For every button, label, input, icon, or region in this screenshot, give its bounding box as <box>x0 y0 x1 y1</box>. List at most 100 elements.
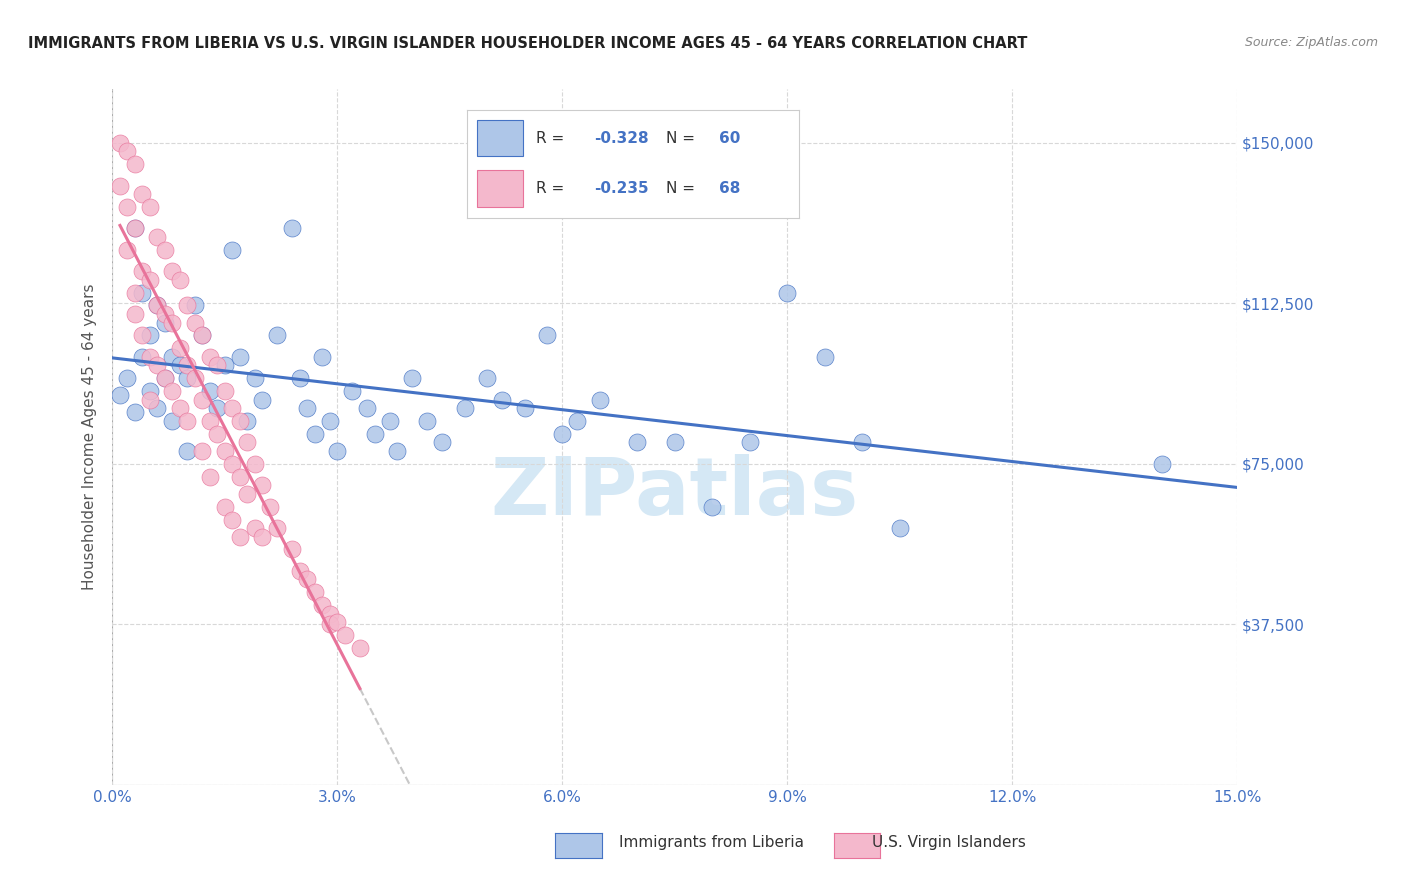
Point <box>198 469 221 483</box>
Point <box>207 426 229 441</box>
Point <box>589 392 612 407</box>
Point <box>198 414 221 428</box>
Point <box>304 585 326 599</box>
Point <box>146 359 169 373</box>
Point <box>814 350 837 364</box>
Point <box>229 414 252 428</box>
Point <box>311 598 333 612</box>
Point <box>153 371 176 385</box>
Point <box>214 384 236 398</box>
Point <box>252 530 274 544</box>
Point <box>117 145 139 159</box>
Point <box>229 530 252 544</box>
Point <box>198 384 221 398</box>
Y-axis label: Householder Income Ages 45 - 64 years: Householder Income Ages 45 - 64 years <box>82 284 97 591</box>
Point <box>139 273 162 287</box>
Point <box>889 521 911 535</box>
Point <box>851 435 873 450</box>
Point <box>297 573 319 587</box>
Point <box>349 640 371 655</box>
Point <box>266 328 288 343</box>
Point <box>236 435 259 450</box>
Point <box>551 426 574 441</box>
Point <box>221 512 243 526</box>
Point <box>326 444 349 458</box>
Point <box>243 457 266 471</box>
Point <box>191 444 214 458</box>
Point <box>626 435 648 450</box>
Point <box>153 243 176 257</box>
Point <box>297 401 319 416</box>
Point <box>198 350 221 364</box>
Point <box>131 264 153 278</box>
Point <box>162 316 184 330</box>
Point <box>221 457 243 471</box>
Point <box>281 221 304 235</box>
Point <box>108 388 131 402</box>
Point <box>416 414 439 428</box>
Point <box>243 521 266 535</box>
Point <box>491 392 513 407</box>
Point <box>333 628 356 642</box>
Point <box>288 564 311 578</box>
Point <box>153 307 176 321</box>
Point <box>131 350 153 364</box>
Point <box>176 371 198 385</box>
Point <box>304 426 326 441</box>
Point <box>432 435 454 450</box>
Point <box>131 187 153 202</box>
Point <box>176 359 198 373</box>
Point <box>162 350 184 364</box>
Point <box>176 414 198 428</box>
Point <box>108 136 131 150</box>
Point <box>229 469 252 483</box>
Text: ZIPatlas: ZIPatlas <box>491 454 859 532</box>
Point <box>221 401 243 416</box>
Point <box>124 307 146 321</box>
Point <box>259 500 281 514</box>
Point <box>702 500 724 514</box>
Point <box>221 243 243 257</box>
Point <box>139 350 162 364</box>
Point <box>664 435 686 450</box>
Point <box>169 401 191 416</box>
Point <box>454 401 477 416</box>
Text: U.S. Virgin Islanders: U.S. Virgin Islanders <box>872 836 1025 850</box>
Point <box>176 298 198 312</box>
Point <box>162 414 184 428</box>
Point <box>117 200 139 214</box>
Point <box>191 328 214 343</box>
Point <box>139 200 162 214</box>
Point <box>117 371 139 385</box>
Point <box>124 221 146 235</box>
Point <box>229 350 252 364</box>
Point <box>477 371 499 385</box>
Point <box>387 444 409 458</box>
Text: Source: ZipAtlas.com: Source: ZipAtlas.com <box>1244 36 1378 49</box>
Point <box>776 285 799 300</box>
Point <box>139 384 162 398</box>
Point <box>319 617 342 632</box>
Point <box>162 384 184 398</box>
Point <box>153 371 176 385</box>
Point <box>169 359 191 373</box>
Text: IMMIGRANTS FROM LIBERIA VS U.S. VIRGIN ISLANDER HOUSEHOLDER INCOME AGES 45 - 64 : IMMIGRANTS FROM LIBERIA VS U.S. VIRGIN I… <box>28 36 1028 51</box>
Point <box>513 401 536 416</box>
Point <box>378 414 401 428</box>
Point <box>146 230 169 244</box>
Point <box>319 607 342 621</box>
Point <box>214 359 236 373</box>
Point <box>281 542 304 557</box>
Point <box>124 285 146 300</box>
Point <box>153 316 176 330</box>
Point <box>124 157 146 171</box>
Point <box>184 298 207 312</box>
Point <box>207 359 229 373</box>
Point <box>169 341 191 355</box>
Point <box>401 371 423 385</box>
Point <box>214 500 236 514</box>
Point <box>252 392 274 407</box>
Point <box>252 478 274 492</box>
Point <box>236 487 259 501</box>
Point <box>139 328 162 343</box>
